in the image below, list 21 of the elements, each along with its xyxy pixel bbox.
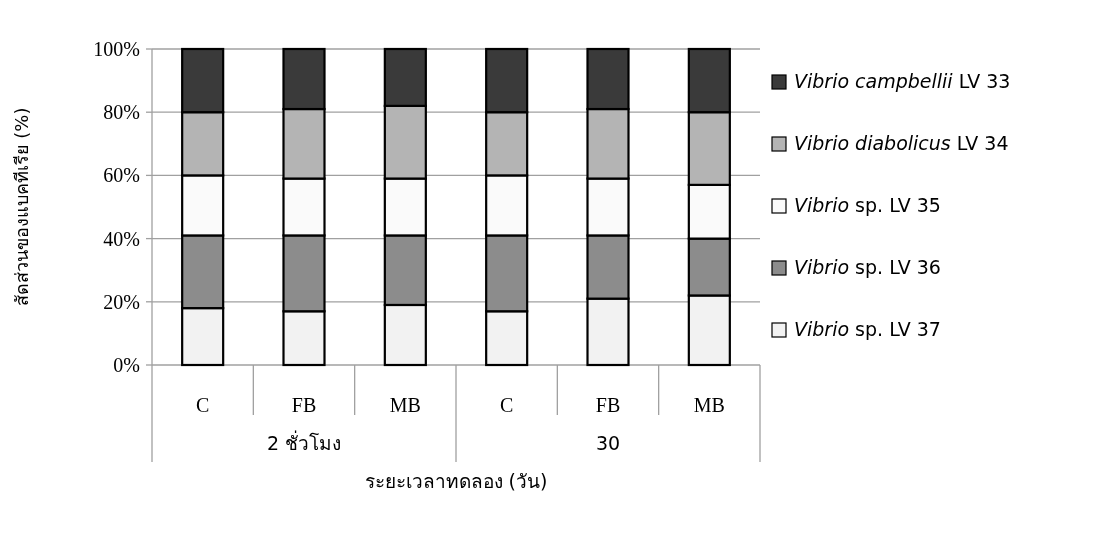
y-tick-label: 60% xyxy=(103,164,140,187)
y-axis-title: สัดส่วนของแบคทีเรีย (%) xyxy=(11,107,32,307)
legend-label: Vibrio diabolicus LV 34 xyxy=(794,132,1009,154)
x-tick-label: FB xyxy=(595,394,621,416)
text: 2 ชั่วโมง xyxy=(266,430,342,454)
x-tick-label: FB xyxy=(291,394,317,416)
y-tick-label: 0% xyxy=(113,354,140,376)
y-tick-label: 80% xyxy=(103,101,140,124)
y-tick-label: 40% xyxy=(103,227,140,250)
x-axis-title: ระยะเวลาทดลอง (วัน) xyxy=(364,470,548,492)
text: 30 xyxy=(595,432,621,454)
legend-label: Vibrio sp. LV 35 xyxy=(794,194,941,216)
x-tick-label: MB xyxy=(693,394,725,416)
legend-label: Vibrio sp. LV 36 xyxy=(794,256,941,278)
y-tick-label: 20% xyxy=(103,290,140,313)
x-tick-label: C xyxy=(499,394,514,416)
legend-label: Vibrio sp. LV 37 xyxy=(794,318,941,340)
y-tick-label: 100% xyxy=(93,38,140,60)
x-tick-label: MB xyxy=(389,394,421,416)
x-tick-label: C xyxy=(195,394,210,416)
legend-label: Vibrio campbellii LV 33 xyxy=(794,70,1011,92)
